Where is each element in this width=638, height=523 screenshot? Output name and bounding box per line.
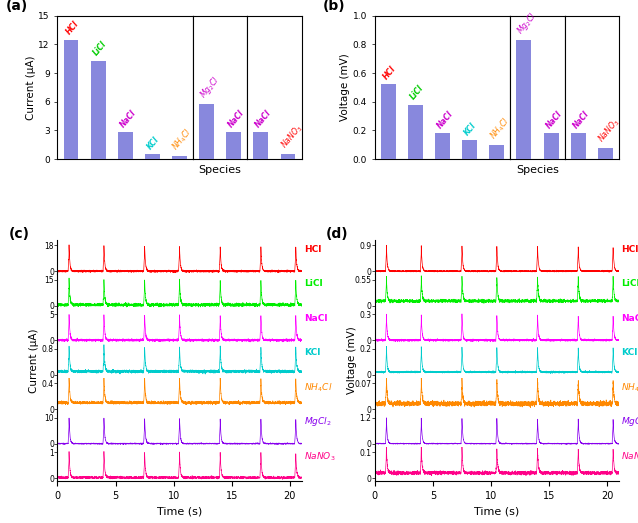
Text: LiCl: LiCl (621, 279, 638, 288)
Text: LiCl: LiCl (408, 84, 426, 101)
Bar (571, 133, 586, 159)
Text: NaCl: NaCl (227, 108, 246, 129)
Text: NaCl: NaCl (118, 108, 138, 129)
Text: $NaNO_3$: $NaNO_3$ (621, 450, 638, 462)
X-axis label: Time (s): Time (s) (157, 506, 202, 516)
Text: LiCl: LiCl (91, 40, 108, 58)
Text: (d): (d) (326, 226, 348, 241)
Bar (145, 154, 160, 159)
Text: HCl: HCl (304, 245, 322, 254)
Text: (c): (c) (8, 226, 29, 241)
Text: NaCl: NaCl (544, 109, 564, 130)
Text: KCl: KCl (463, 121, 478, 138)
Bar (598, 147, 612, 159)
Text: HCl: HCl (64, 20, 80, 37)
Text: $NH_4Cl$: $NH_4Cl$ (304, 381, 332, 394)
Bar (435, 133, 450, 159)
Text: NaCl: NaCl (304, 314, 327, 323)
Text: NaCl: NaCl (571, 109, 591, 130)
Y-axis label: Current (μA): Current (μA) (26, 55, 36, 120)
X-axis label: Time (s): Time (s) (474, 506, 519, 516)
Text: KCl: KCl (145, 134, 161, 151)
Text: $NaNO_3$: $NaNO_3$ (304, 450, 336, 462)
Bar (281, 154, 295, 159)
Text: NaCl: NaCl (436, 109, 456, 130)
Bar (381, 85, 396, 159)
Text: $NH_4Cl$: $NH_4Cl$ (621, 381, 638, 394)
Bar (253, 132, 269, 159)
Bar (91, 61, 105, 159)
Text: HCl: HCl (382, 65, 397, 82)
Text: $Mg_2Cl$: $Mg_2Cl$ (197, 74, 222, 101)
Bar (408, 105, 423, 159)
Text: HCl: HCl (621, 245, 638, 254)
Text: $NH_4Cl$: $NH_4Cl$ (487, 115, 512, 142)
Text: $NaNO_3$: $NaNO_3$ (278, 122, 306, 151)
Bar (517, 40, 531, 159)
Bar (64, 40, 78, 159)
Y-axis label: Voltage (mV): Voltage (mV) (340, 53, 350, 121)
Text: (b): (b) (323, 0, 346, 13)
Text: KCl: KCl (621, 348, 637, 357)
Text: KCl: KCl (304, 348, 320, 357)
Y-axis label: Voltage (mV): Voltage (mV) (346, 326, 357, 394)
Bar (489, 145, 504, 159)
Bar (172, 156, 187, 159)
Y-axis label: Current (μA): Current (μA) (29, 328, 39, 393)
Text: $NaNO_3$: $NaNO_3$ (596, 116, 623, 145)
Text: $MgCl_2$: $MgCl_2$ (621, 415, 638, 428)
X-axis label: Species: Species (198, 165, 242, 175)
Text: (a): (a) (6, 0, 28, 13)
Text: $Mg_2Cl$: $Mg_2Cl$ (514, 10, 540, 37)
Bar (462, 140, 477, 159)
Text: $NH_4Cl$: $NH_4Cl$ (170, 127, 195, 153)
X-axis label: Species: Species (516, 165, 559, 175)
Bar (226, 132, 241, 159)
Bar (199, 104, 214, 159)
Text: LiCl: LiCl (304, 279, 323, 288)
Bar (544, 133, 558, 159)
Text: NaCl: NaCl (254, 108, 274, 129)
Text: NaCl: NaCl (621, 314, 638, 323)
Text: $MgCl_2$: $MgCl_2$ (304, 415, 332, 428)
Bar (118, 132, 133, 159)
